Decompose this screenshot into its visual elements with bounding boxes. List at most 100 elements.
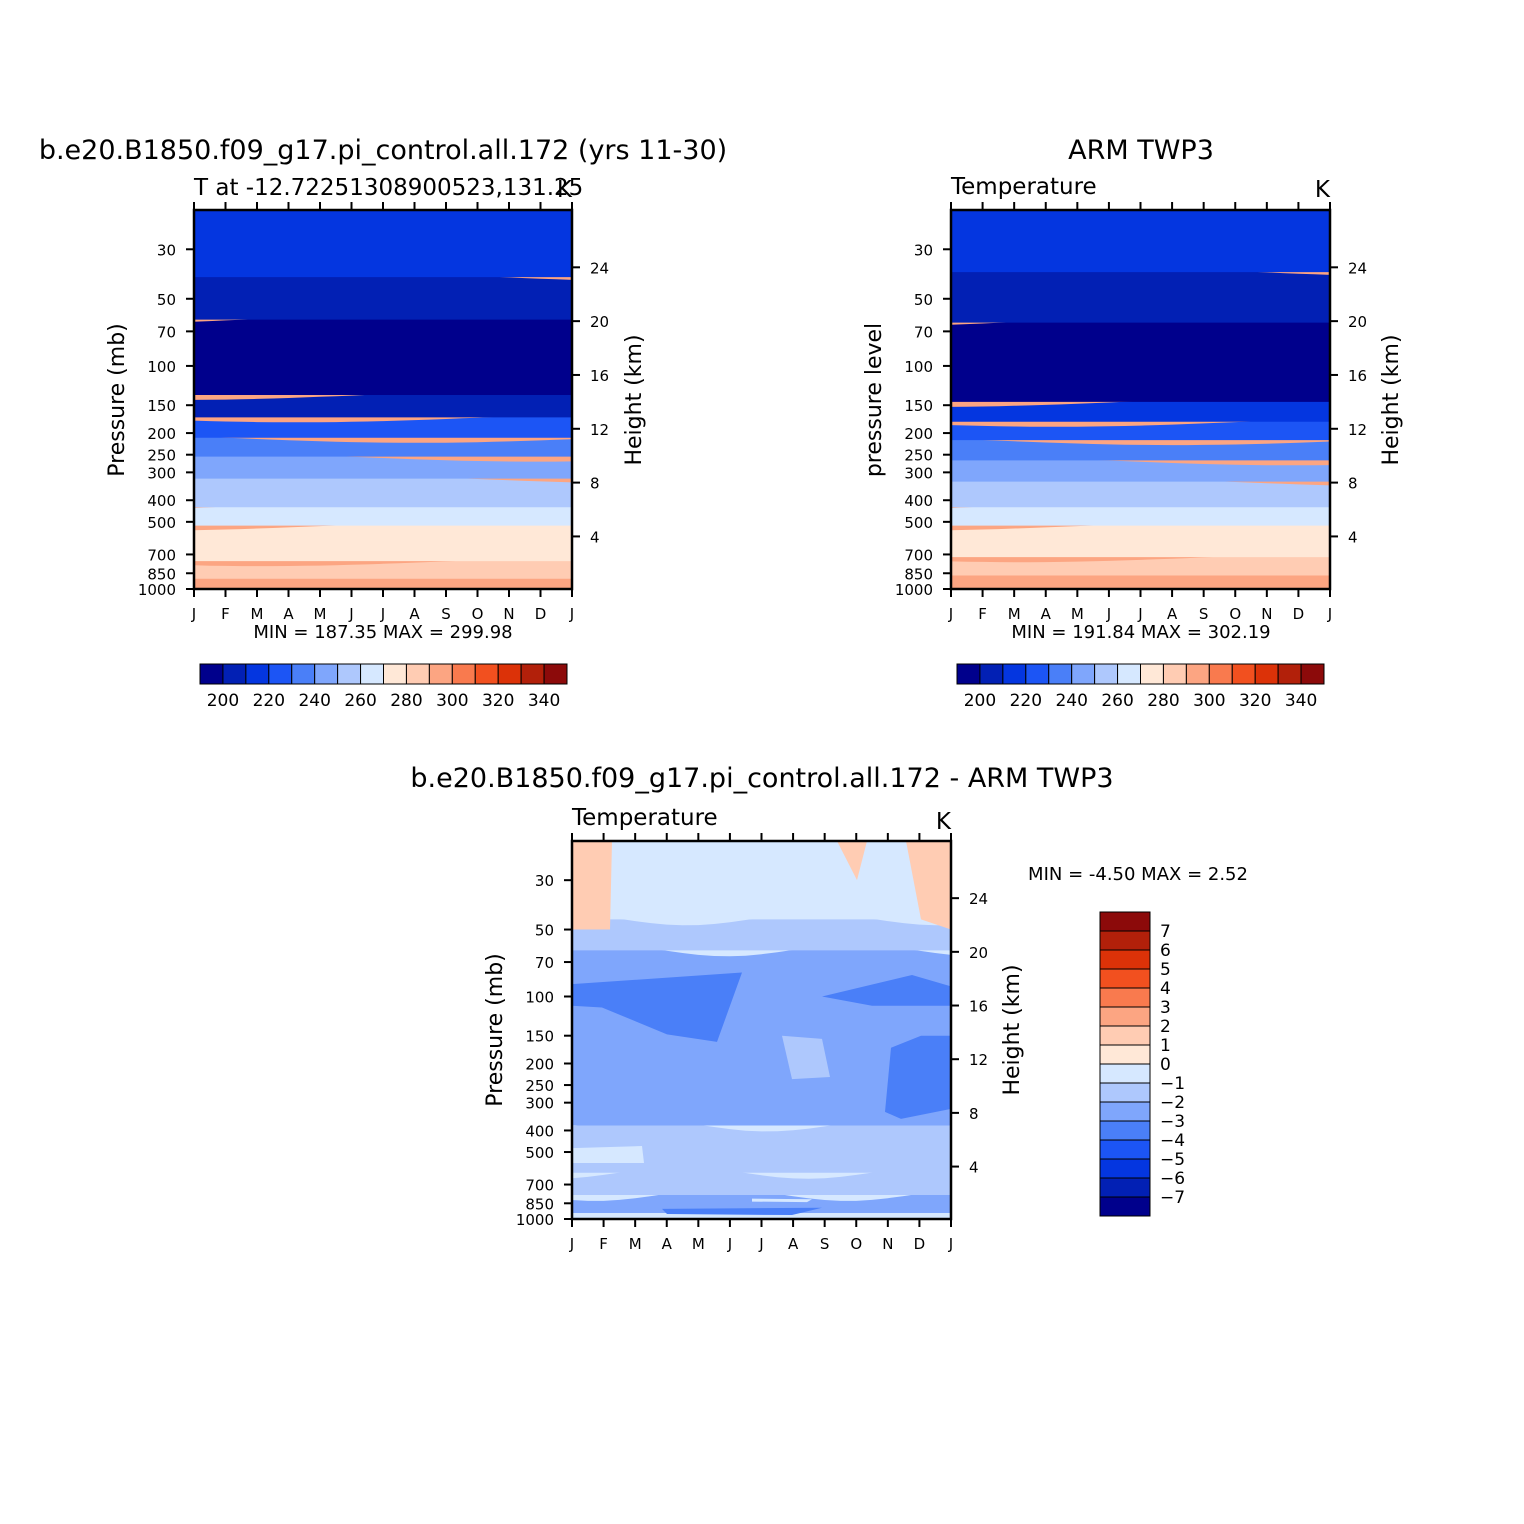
- x-tick-label: A: [283, 605, 294, 623]
- colorbar-label: −3: [1160, 1112, 1185, 1132]
- colorbar-label: 300: [436, 691, 468, 711]
- panel-obs-ylabel: pressure level: [862, 323, 887, 477]
- contour-band: [194, 436, 572, 457]
- y-tick-label: 30: [914, 241, 933, 259]
- x-tick-label: O: [472, 605, 484, 623]
- colorbar-label: 280: [1147, 691, 1179, 711]
- panel-model-ylabel-right: Height (km): [622, 334, 647, 465]
- x-tick-label: J: [1137, 605, 1142, 623]
- panel-diff-minmax: MIN = -4.50 MAX = 2.52: [1028, 864, 1248, 885]
- y-tick-label: 850: [147, 565, 176, 583]
- panel-model-ylabel: Pressure (mb): [105, 323, 130, 477]
- colorbar-box: [314, 663, 339, 685]
- panel-model-title: b.e20.B1850.f09_g17.pi_control.all.172 (…: [39, 135, 727, 166]
- colorbar-label: 200: [964, 691, 996, 711]
- colorbar-label: 1: [1160, 1036, 1171, 1056]
- y-tick-label: 200: [904, 425, 933, 443]
- colorbar-box: [268, 663, 293, 685]
- x-tick-label: N: [503, 605, 514, 623]
- colorbar-box: [1099, 1120, 1151, 1141]
- colorbar-box: [1099, 1177, 1151, 1198]
- x-tick-label: J: [1327, 605, 1332, 623]
- x-tick-label: M: [629, 1235, 642, 1253]
- colorbar-box: [1099, 987, 1151, 1008]
- colorbar-box: [1231, 663, 1256, 685]
- panel-obs-ylabel-right: Height (km): [1379, 334, 1404, 465]
- contour-band: [572, 1146, 644, 1163]
- contour-band: [194, 520, 572, 562]
- colorbar-label: 6: [1160, 941, 1171, 961]
- colorbar-box: [337, 663, 362, 685]
- contour-band: [752, 1198, 812, 1203]
- x-tick-label: M: [251, 605, 264, 623]
- colorbar-box: [1208, 663, 1233, 685]
- y-tick-label: 1000: [138, 581, 176, 599]
- colorbar-box: [1048, 663, 1073, 685]
- y-tick-right-label: 12: [590, 421, 609, 439]
- y-tick-label: 200: [147, 425, 176, 443]
- y-tick-label: 100: [525, 989, 554, 1007]
- colorbar-box: [245, 663, 270, 685]
- y-tick-label: 50: [535, 922, 554, 940]
- x-tick-label: N: [882, 1235, 893, 1253]
- contour-band: [951, 502, 1330, 526]
- contour-band: [572, 972, 742, 1042]
- y-tick-right-label: 8: [590, 475, 600, 493]
- colorbar-label: 220: [253, 691, 285, 711]
- y-tick-right-label: 24: [1348, 259, 1367, 277]
- panel-model: b.e20.B1850.f09_g17.pi_control.all.172 (…: [39, 135, 727, 711]
- contour-band: [194, 210, 572, 278]
- contour-band: [662, 1207, 822, 1216]
- y-tick-label: 100: [147, 358, 176, 376]
- panel-obs-minmax: MIN = 191.84 MAX = 302.19: [1011, 622, 1270, 643]
- colorbar-box: [520, 663, 545, 685]
- colorbar-box: [1099, 968, 1151, 989]
- y-tick-label: 700: [147, 546, 176, 564]
- colorbar-label: −7: [1160, 1188, 1185, 1208]
- x-tick-label: J: [758, 1235, 763, 1253]
- panel-diff-ylabel-right: Height (km): [1000, 964, 1025, 1095]
- y-tick-label: 300: [904, 464, 933, 482]
- y-tick-right-label: 8: [1348, 475, 1358, 493]
- panel-obs: ARM TWP3 Temperature K pressure level He…: [862, 135, 1404, 711]
- contour-band: [194, 314, 572, 395]
- colorbar-label: 320: [1239, 691, 1271, 711]
- x-tick-label: D: [535, 605, 547, 623]
- colorbar-box: [1002, 663, 1027, 685]
- contour-band: [194, 390, 572, 418]
- colorbar-box: [405, 663, 430, 685]
- colorbar-label: 200: [207, 691, 239, 711]
- colorbar-label: −1: [1160, 1074, 1185, 1094]
- y-tick-label: 500: [147, 514, 176, 532]
- x-tick-label: M: [1071, 605, 1084, 623]
- x-tick-label: J: [727, 1235, 732, 1253]
- y-tick-right-label: 12: [1348, 421, 1367, 439]
- x-tick-label: J: [348, 605, 353, 623]
- y-tick-label: 700: [525, 1177, 554, 1195]
- y-tick-label: 150: [525, 1028, 554, 1046]
- colorbar-box: [1099, 930, 1151, 951]
- x-tick-label: J: [1106, 605, 1111, 623]
- colorbar-box: [979, 663, 1004, 685]
- contour-band: [951, 418, 1330, 441]
- colorbar-box: [291, 663, 316, 685]
- colorbar-box: [222, 663, 247, 685]
- colorbar-box: [1099, 911, 1151, 932]
- colorbar-label: 240: [298, 691, 330, 711]
- contour-band: [822, 974, 951, 1006]
- colorbar-box: [1099, 1025, 1151, 1046]
- y-tick-right-label: 4: [1348, 528, 1358, 546]
- y-tick-right-label: 16: [1348, 367, 1367, 385]
- y-tick-label: 250: [904, 447, 933, 465]
- x-tick-label: A: [1167, 605, 1178, 623]
- colorbar-box: [474, 663, 499, 685]
- colorbar-box: [428, 663, 453, 685]
- colorbar-label: 0: [1160, 1055, 1171, 1075]
- y-tick-right-label: 8: [969, 1105, 979, 1123]
- x-tick-label: A: [662, 1235, 673, 1253]
- colorbar-box: [1117, 663, 1141, 685]
- x-tick-label: A: [1041, 605, 1052, 623]
- colorbar-label: 260: [1101, 691, 1133, 711]
- y-tick-label: 850: [904, 565, 933, 583]
